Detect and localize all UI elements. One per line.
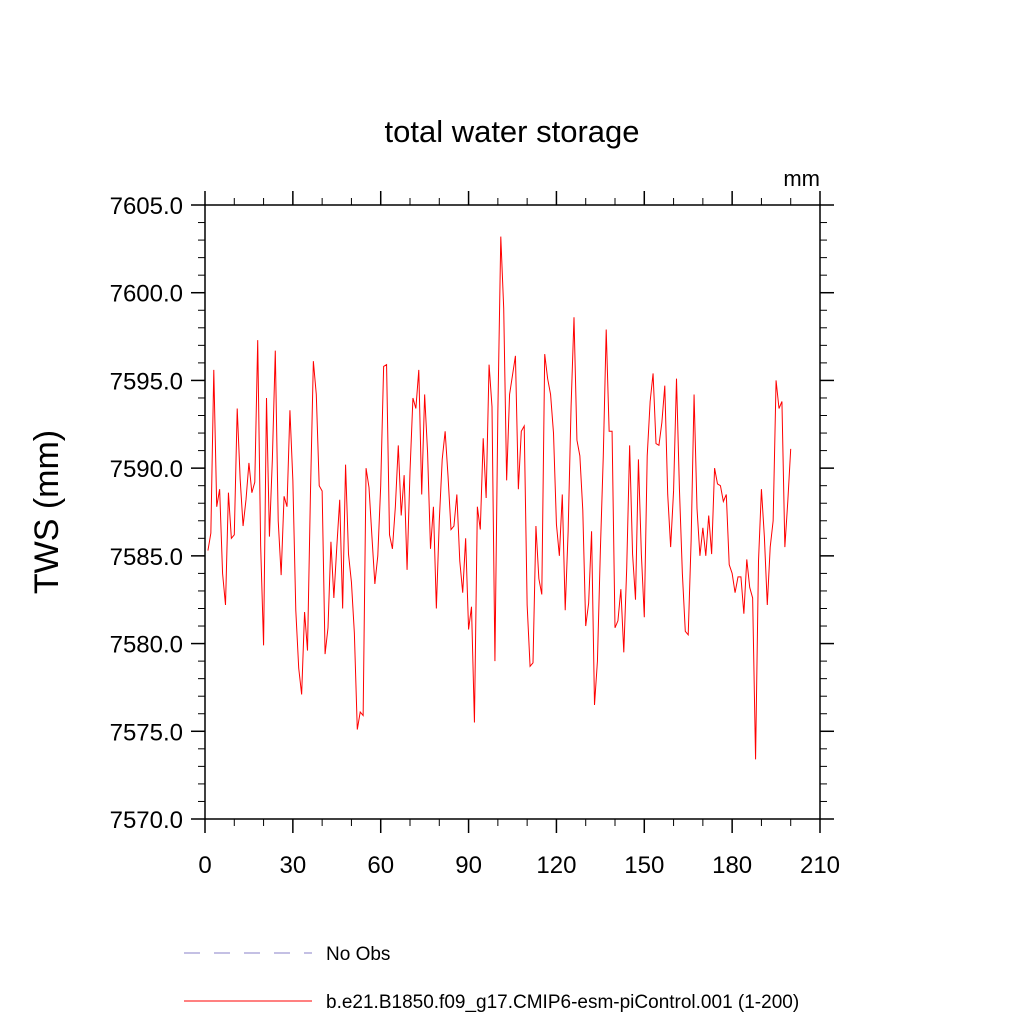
y-tick-label: 7605.0 bbox=[110, 193, 183, 220]
x-tick-label: 210 bbox=[800, 852, 840, 879]
units-label: mm bbox=[783, 166, 820, 191]
y-axis-title: TWS (mm) bbox=[28, 430, 66, 594]
x-tick-label: 150 bbox=[624, 852, 664, 879]
y-tick-label: 7595.0 bbox=[110, 368, 183, 395]
minor-ticks bbox=[198, 198, 827, 826]
major-ticks bbox=[191, 191, 834, 833]
y-tick-label: 7575.0 bbox=[110, 719, 183, 746]
x-tick-label: 180 bbox=[712, 852, 752, 879]
y-tick-labels: 7570.0 7575.0 7580.0 7585.0 7590.0 7595.0 7600… bbox=[110, 193, 183, 834]
y-tick-label: 7580.0 bbox=[110, 632, 183, 659]
y-tick-label: 7570.0 bbox=[110, 807, 183, 834]
y-tick-label: 7590.0 bbox=[110, 456, 183, 483]
y-tick-label: 7585.0 bbox=[110, 544, 183, 571]
x-tick-labels: 0 30 60 90 120 150 180 210 bbox=[198, 852, 840, 879]
x-tick-label: 120 bbox=[536, 852, 576, 879]
x-tick-label: 60 bbox=[367, 852, 394, 879]
chart-title: total water storage bbox=[384, 114, 639, 149]
legend: No Obs b.e21.B1850.f09_g17.CMIP6-esm-piC… bbox=[184, 944, 799, 1013]
series-layer bbox=[207, 236, 792, 760]
x-tick-label: 0 bbox=[198, 852, 211, 879]
plot-frame bbox=[204, 204, 821, 820]
series-line bbox=[207, 236, 792, 760]
legend-label-no-obs: No Obs bbox=[326, 944, 390, 965]
y-tick-label: 7600.0 bbox=[110, 281, 183, 308]
legend-label-model: b.e21.B1850.f09_g17.CMIP6-esm-piControl.… bbox=[326, 992, 799, 1013]
x-tick-label: 90 bbox=[455, 852, 482, 879]
x-tick-label: 30 bbox=[280, 852, 307, 879]
